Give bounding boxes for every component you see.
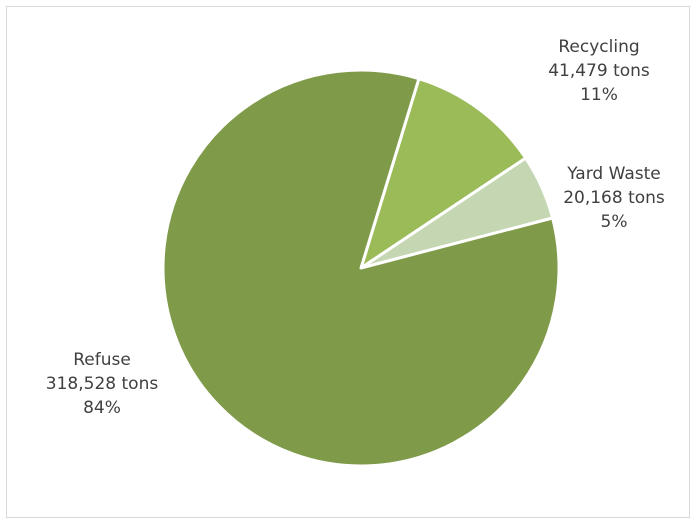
slice-label-value: 20,168 tons: [563, 188, 665, 208]
pie-chart: [161, 68, 561, 468]
slice-label-value: 318,528 tons: [45, 374, 159, 394]
slice-label-name: Recycling: [558, 37, 640, 57]
slice-label-percent: 84%: [83, 398, 121, 418]
slice-label-name: Yard Waste: [567, 164, 661, 184]
slice-label-yard-waste: Yard Waste 20,168 tons 5%: [534, 162, 694, 234]
slice-label-recycling: Recycling 41,479 tons 11%: [519, 35, 679, 107]
slice-label-value: 41,479 tons: [548, 61, 650, 81]
slice-label-name: Refuse: [73, 350, 131, 370]
slice-label-refuse: Refuse 318,528 tons 84%: [22, 348, 182, 420]
chart-area: Recycling 41,479 tons 11% Yard Waste 20,…: [6, 6, 690, 518]
slice-label-percent: 5%: [600, 212, 628, 232]
pie-slice-refuse: [161, 68, 561, 468]
pie-slice-recycling: [359, 77, 528, 270]
slice-label-percent: 11%: [580, 85, 618, 105]
